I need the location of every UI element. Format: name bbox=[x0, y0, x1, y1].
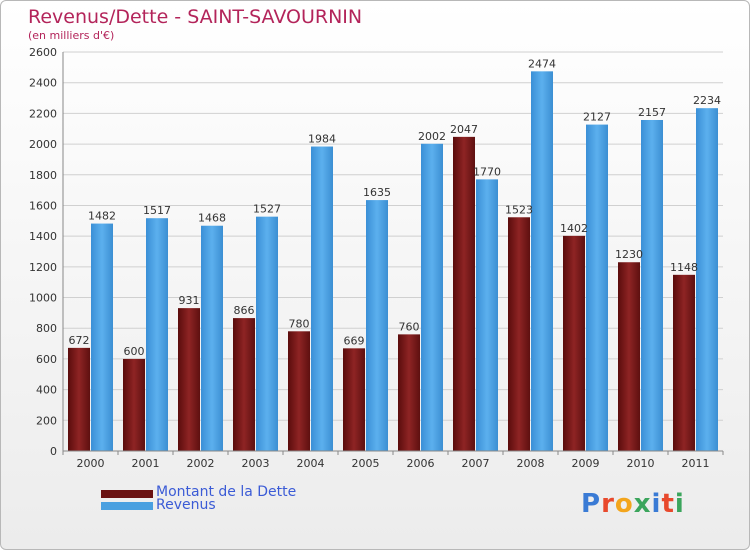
data-label: 1770 bbox=[473, 165, 501, 178]
logo-letter: o bbox=[614, 489, 634, 519]
bar-dette bbox=[343, 348, 365, 451]
data-label: 1482 bbox=[88, 210, 116, 223]
bar-revenus bbox=[531, 71, 553, 451]
bar-dette bbox=[673, 274, 695, 451]
y-tick-label: 600 bbox=[36, 353, 57, 366]
data-label: 1468 bbox=[198, 212, 226, 225]
data-label: 1984 bbox=[308, 133, 336, 146]
bar-dette bbox=[398, 334, 420, 451]
y-tick-label: 1600 bbox=[29, 199, 57, 212]
y-tick-label: 1200 bbox=[29, 261, 57, 274]
x-tick-label: 2002 bbox=[187, 457, 215, 470]
data-label: 1148 bbox=[670, 261, 698, 274]
y-tick-label: 2600 bbox=[29, 46, 57, 59]
bar-dette bbox=[618, 262, 640, 451]
data-label: 1517 bbox=[143, 204, 171, 217]
legend-swatch-revenus bbox=[101, 502, 153, 510]
bar-dette bbox=[508, 217, 530, 451]
x-tick-label: 2001 bbox=[132, 457, 160, 470]
x-tick-label: 2007 bbox=[462, 457, 490, 470]
data-label: 1523 bbox=[505, 203, 533, 216]
data-label: 669 bbox=[344, 334, 365, 347]
y-tick-label: 800 bbox=[36, 322, 57, 335]
y-tick-label: 1800 bbox=[29, 169, 57, 182]
bar-revenus bbox=[91, 223, 113, 451]
data-label: 672 bbox=[69, 334, 90, 347]
data-label: 1230 bbox=[615, 248, 643, 261]
bar-revenus bbox=[476, 179, 498, 451]
data-label: 2474 bbox=[528, 57, 556, 70]
y-tick-label: 200 bbox=[36, 414, 57, 427]
data-label: 866 bbox=[234, 304, 255, 317]
proxiti-logo: Proxiti bbox=[581, 489, 685, 519]
logo-letter: x bbox=[633, 489, 652, 519]
bar-dette bbox=[233, 318, 255, 451]
bar-revenus bbox=[311, 146, 333, 452]
y-tick-label: 400 bbox=[36, 384, 57, 397]
bar-revenus bbox=[421, 143, 443, 451]
x-tick-label: 2010 bbox=[627, 457, 655, 470]
bar-revenus bbox=[641, 119, 663, 451]
x-tick-label: 2003 bbox=[242, 457, 270, 470]
y-tick-label: 0 bbox=[50, 445, 57, 458]
legend-swatch-dette bbox=[101, 490, 153, 498]
data-label: 600 bbox=[124, 345, 145, 358]
x-tick-label: 2009 bbox=[572, 457, 600, 470]
bar-revenus bbox=[256, 216, 278, 451]
data-label: 780 bbox=[289, 317, 310, 330]
legend-label-dette: Montant de la Dette bbox=[156, 484, 297, 500]
data-label: 2047 bbox=[450, 123, 478, 136]
data-label: 1402 bbox=[560, 222, 588, 235]
data-label: 2002 bbox=[418, 130, 446, 143]
bar-revenus bbox=[146, 218, 168, 451]
bar-dette bbox=[453, 136, 475, 451]
bar-dette bbox=[178, 308, 200, 451]
x-tick-label: 2011 bbox=[682, 457, 710, 470]
y-tick-label: 2000 bbox=[29, 138, 57, 151]
y-tick-label: 1400 bbox=[29, 230, 57, 243]
data-label: 1527 bbox=[253, 203, 281, 216]
bar-dette bbox=[288, 331, 310, 451]
logo-letter: t bbox=[661, 489, 675, 519]
logo-letter: i bbox=[674, 489, 685, 519]
data-label: 2127 bbox=[583, 111, 611, 124]
logo-letter: P bbox=[581, 489, 602, 519]
data-label: 760 bbox=[399, 320, 420, 333]
x-tick-label: 2005 bbox=[352, 457, 380, 470]
y-tick-label: 1000 bbox=[29, 292, 57, 305]
bar-revenus bbox=[696, 108, 718, 451]
bar-revenus bbox=[586, 124, 608, 451]
logo-letter: i bbox=[651, 489, 662, 519]
data-label: 931 bbox=[179, 294, 200, 307]
bar-dette bbox=[563, 235, 585, 451]
bar-revenus bbox=[366, 200, 388, 451]
logo-letter: r bbox=[601, 489, 615, 519]
chart-subtitle: (en milliers d'€) bbox=[28, 29, 115, 42]
bar-revenus bbox=[201, 225, 223, 451]
y-tick-label: 2400 bbox=[29, 77, 57, 90]
x-tick-label: 2004 bbox=[297, 457, 325, 470]
y-tick-label: 2200 bbox=[29, 107, 57, 120]
x-tick-label: 2008 bbox=[517, 457, 545, 470]
data-label: 2234 bbox=[693, 94, 721, 107]
bar-dette bbox=[68, 347, 90, 451]
chart-title: Revenus/Dette - SAINT-SAVOURNIN bbox=[28, 6, 363, 28]
bar-dette bbox=[123, 358, 145, 451]
data-label: 2157 bbox=[638, 106, 666, 119]
data-label: 1635 bbox=[363, 186, 391, 199]
x-tick-label: 2006 bbox=[407, 457, 435, 470]
x-tick-label: 2000 bbox=[77, 457, 105, 470]
legend-label-revenus: Revenus bbox=[156, 497, 216, 513]
